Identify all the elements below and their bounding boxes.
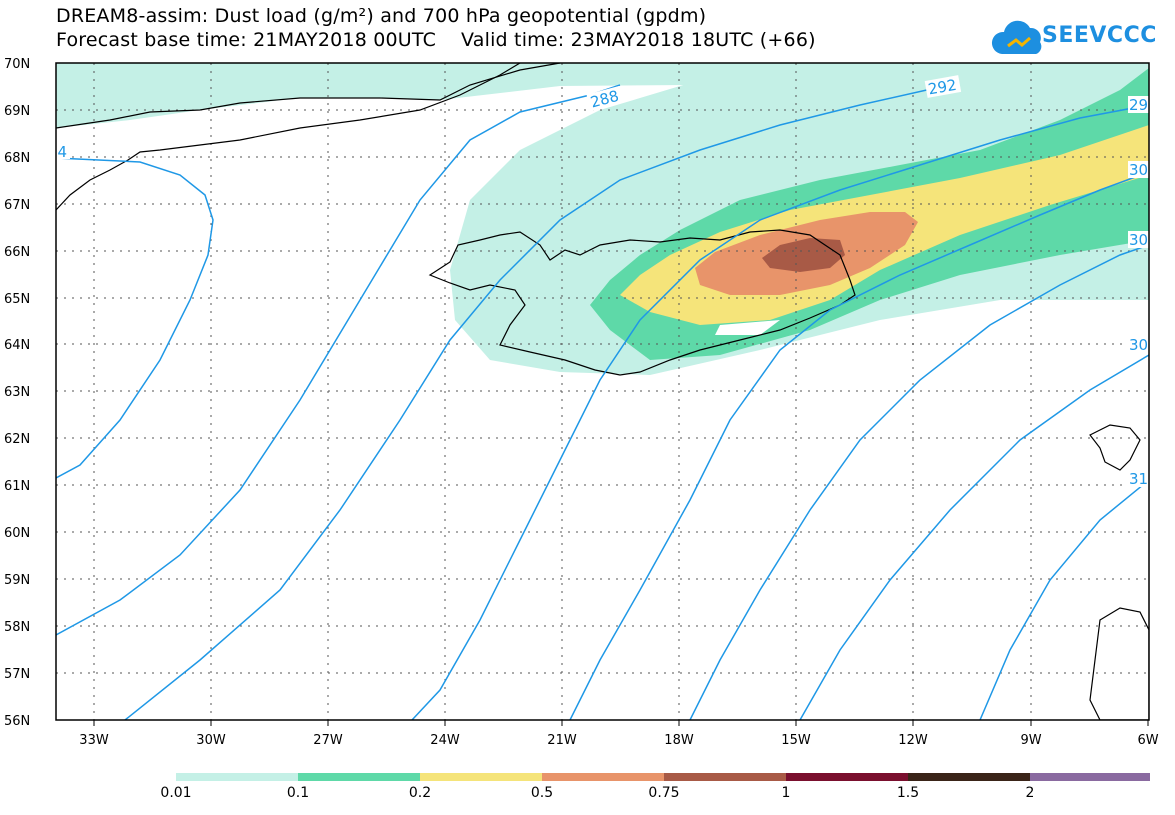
colorbar-swatch-4	[542, 773, 664, 781]
lat-label-59n: 59N	[4, 573, 30, 588]
contour-label-304: 30	[1129, 231, 1148, 249]
colorbar-swatch-6	[786, 773, 908, 781]
colorbar	[176, 773, 1150, 781]
lat-label-63n: 63N	[4, 385, 30, 400]
dust-field-075	[762, 238, 845, 272]
colorbar-label: 1	[781, 785, 791, 801]
map-frame	[55, 62, 1150, 721]
geopotential-contours	[56, 84, 1149, 720]
lon-label-30w: 30W	[196, 733, 226, 748]
lat-label-62n: 62N	[4, 432, 30, 447]
colorbar-label: 1.5	[896, 785, 920, 801]
contour-label-284: 84	[48, 143, 67, 161]
lat-label-64n: 64N	[4, 338, 30, 353]
map-title: DREAM8-assim: Dust load (g/m²) and 700 h…	[56, 5, 707, 27]
logo-text: SEEVCCC	[1042, 23, 1157, 48]
contour-label-312: 31	[1129, 470, 1148, 488]
lon-label-27w: 27W	[313, 733, 343, 748]
lon-label-21w: 21W	[547, 733, 577, 748]
colorbar-swatch-1	[176, 773, 298, 781]
lat-label-70n: 70N	[4, 57, 30, 72]
axis-ticks	[93, 720, 1149, 726]
colorbar-label: 0.1	[286, 785, 310, 801]
coastline	[56, 63, 1149, 720]
lat-label-67n: 67N	[4, 198, 30, 213]
lat-label-68n: 68N	[4, 151, 30, 166]
colorbar-swatch-8	[1030, 773, 1150, 781]
colorbar-swatch-3	[420, 773, 542, 781]
colorbar-label: 0.2	[408, 785, 432, 801]
colorbar-label: 0.75	[648, 785, 680, 801]
colorbar-swatch-7	[908, 773, 1030, 781]
lat-label-61n: 61N	[4, 479, 30, 494]
contour-label-296: 29	[1129, 96, 1148, 114]
colorbar-label: 0.01	[160, 785, 192, 801]
latitude-labels: 70N 69N 68N 67N 66N 65N 64N 63N 62N 61N …	[4, 57, 30, 729]
lat-label-65n: 65N	[4, 292, 30, 307]
lat-label-56n: 56N	[4, 714, 30, 729]
lat-label-57n: 57N	[4, 667, 30, 682]
lon-label-24w: 24W	[430, 733, 460, 748]
lon-label-6w: 6W	[1137, 733, 1158, 748]
lat-lon-grid	[56, 63, 1149, 720]
lon-label-15w: 15W	[781, 733, 811, 748]
colorbar-swatch-5	[664, 773, 786, 781]
colorbar-label: 2	[1025, 785, 1035, 801]
lat-label-69n: 69N	[4, 104, 30, 119]
lon-label-33w: 33W	[79, 733, 109, 748]
contour-labels: 84 288 292 29 30 30 30 31	[48, 75, 1149, 488]
contour-label-292: 292	[927, 76, 958, 99]
longitude-labels: 33W 30W 27W 24W 21W 18W 15W 12W 9W 6W	[79, 733, 1158, 748]
lon-label-18w: 18W	[664, 733, 694, 748]
lat-label-60n: 60N	[4, 526, 30, 541]
lat-label-66n: 66N	[4, 245, 30, 260]
map-subtitle: Forecast base time: 21MAY2018 00UTC Vali…	[56, 29, 816, 51]
contour-label-300: 30	[1129, 161, 1148, 179]
lat-label-58n: 58N	[4, 620, 30, 635]
cloud-logo-icon	[991, 20, 1042, 54]
colorbar-label: 0.5	[530, 785, 554, 801]
contour-label-308: 30	[1129, 336, 1148, 354]
colorbar-swatch-2	[298, 773, 420, 781]
lon-label-9w: 9W	[1020, 733, 1041, 748]
lon-label-12w: 12W	[898, 733, 928, 748]
